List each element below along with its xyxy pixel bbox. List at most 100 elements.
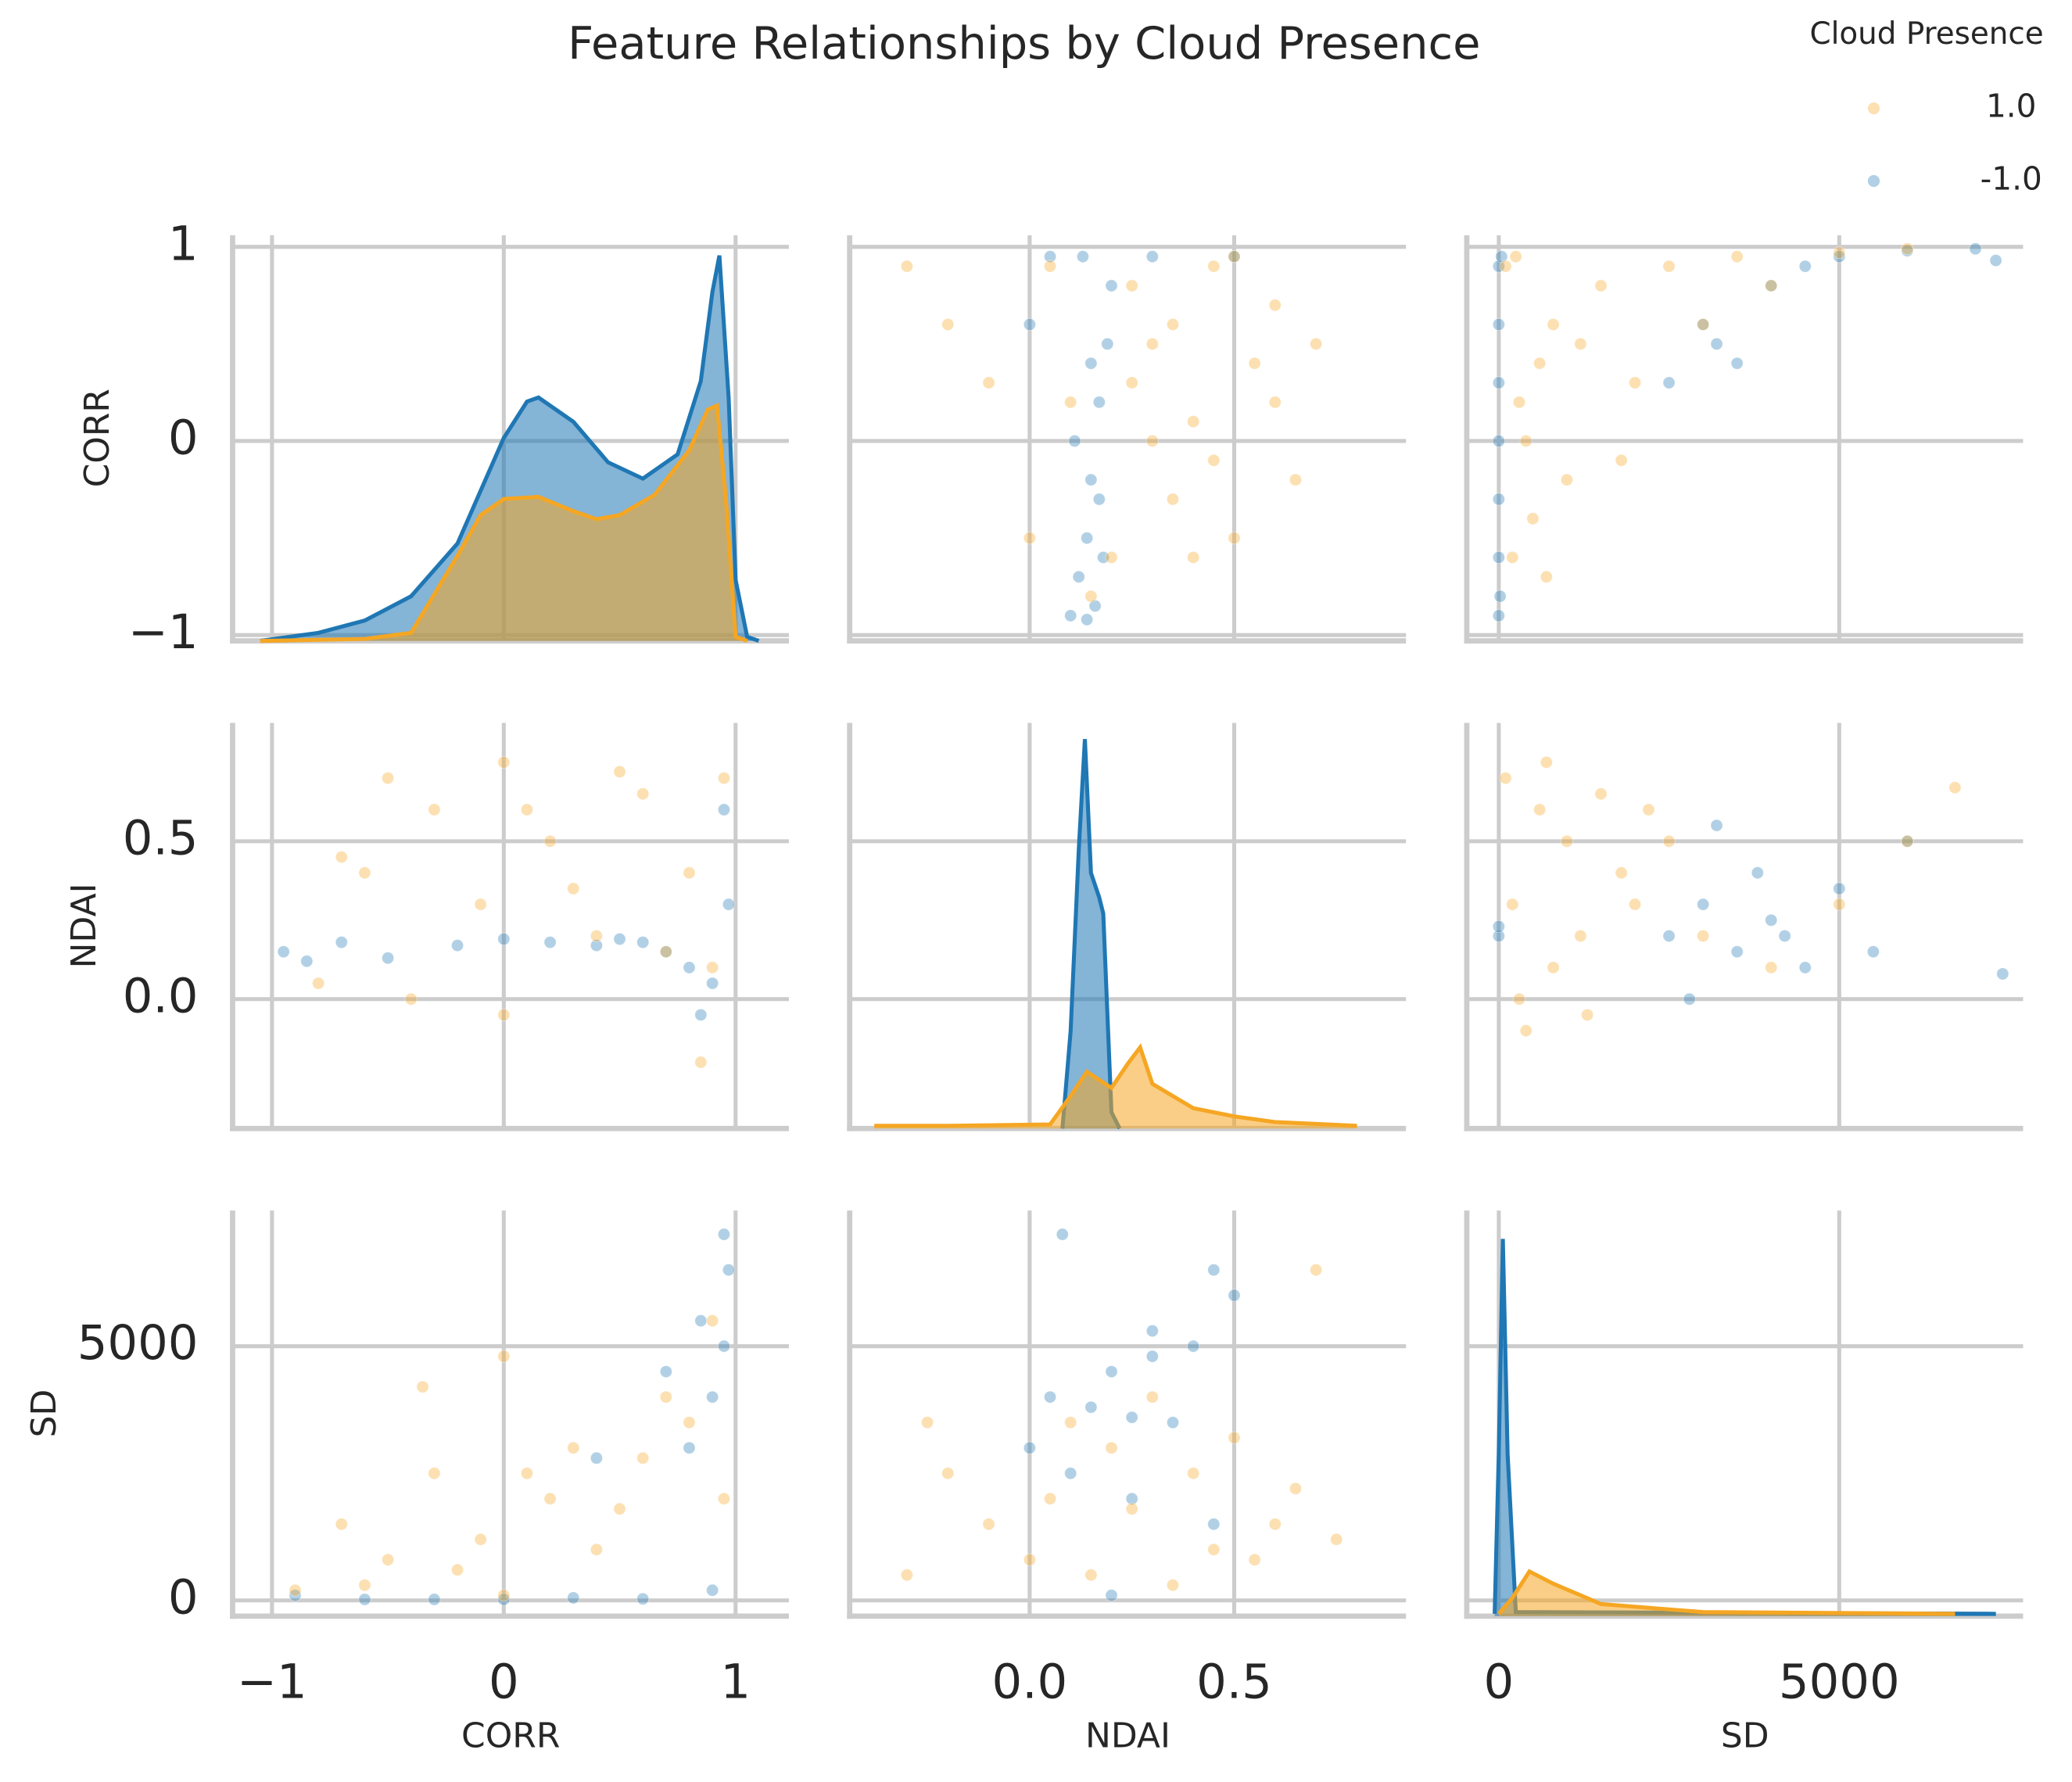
scatter-point <box>1248 1553 1261 1566</box>
scatter-point <box>1187 550 1200 565</box>
scatter-point <box>567 1591 580 1605</box>
scatter-point <box>1023 1441 1037 1454</box>
scatter-point <box>1642 803 1655 816</box>
scatter-point <box>1512 396 1526 409</box>
scatter-point <box>683 1441 696 1454</box>
scatter-point <box>474 898 487 911</box>
scatter-point <box>1207 1264 1221 1277</box>
scatter-point <box>1730 250 1744 264</box>
scatter-point <box>1072 570 1085 583</box>
scatter-point <box>1023 531 1037 545</box>
scatter-point <box>683 866 696 880</box>
scatter-point <box>1043 250 1057 264</box>
scatter-point <box>613 932 626 946</box>
scatter-point <box>1662 834 1676 848</box>
scatter-point <box>1492 550 1505 565</box>
y-tick-label: 0 <box>168 411 199 466</box>
scatter-point <box>694 1314 708 1328</box>
scatter-point <box>1268 299 1282 312</box>
scatter-point <box>1125 376 1138 389</box>
x-tick-label: 0.5 <box>1196 1655 1272 1709</box>
scatter-point <box>717 771 731 785</box>
scatter-point <box>1092 396 1106 409</box>
scatter-point <box>1492 493 1505 506</box>
scatter-point <box>1187 1339 1200 1353</box>
scatter-point <box>1574 929 1587 943</box>
scatter-point <box>722 1264 735 1277</box>
chart-title: Feature Relationships by Cloud Presence <box>568 17 1480 70</box>
scatter-point <box>1833 882 1846 895</box>
scatter-point <box>1207 1543 1221 1556</box>
scatter-point <box>1492 929 1505 943</box>
scatter-point <box>1492 920 1505 933</box>
kde-line <box>260 402 748 644</box>
scatter-point <box>312 977 325 990</box>
scatter-point <box>543 834 557 848</box>
scatter-point <box>474 1533 487 1546</box>
scatter-point <box>706 961 719 974</box>
scatter-point <box>1697 317 1710 332</box>
scatter-point <box>1166 1416 1180 1429</box>
legend-marker <box>1867 174 1880 188</box>
scatter-point <box>1765 279 1778 292</box>
scatter-point <box>1506 898 1519 911</box>
scatter-point <box>1540 755 1553 769</box>
scatter-point <box>289 1583 302 1597</box>
x-tick-label: 0.0 <box>992 1655 1068 1709</box>
scatter-point <box>1866 945 1880 959</box>
legend-marker <box>1867 102 1880 115</box>
scatter-point <box>567 882 580 895</box>
scatter-point <box>717 1339 731 1353</box>
scatter-point <box>1560 473 1574 486</box>
scatter-point <box>1064 396 1077 409</box>
scatter-point <box>1289 473 1303 486</box>
scatter-point <box>1289 1482 1303 1495</box>
scatter-point <box>450 1563 464 1576</box>
scatter-point <box>1495 250 1508 264</box>
scatter-point <box>636 935 650 949</box>
scatter-point <box>1309 337 1323 350</box>
scatter-point <box>900 260 914 273</box>
scatter-point <box>497 1350 511 1363</box>
scatter-point <box>982 376 995 389</box>
x-axis-label: CORR <box>461 1716 560 1755</box>
scatter-point <box>1068 434 1081 448</box>
scatter-point <box>1662 376 1676 389</box>
scatter-point <box>1125 1502 1138 1515</box>
scatter-point <box>1493 590 1507 603</box>
y-axis-label: NDAI <box>64 883 104 968</box>
scatter-point <box>1268 1518 1282 1531</box>
scatter-point <box>1125 279 1138 292</box>
scatter-point <box>613 765 626 779</box>
scatter-point <box>1023 317 1037 332</box>
scatter-point <box>289 1589 302 1602</box>
scatter-point <box>1533 357 1547 370</box>
scatter-point <box>1948 781 1962 794</box>
scatter-point <box>1125 1411 1138 1424</box>
panel-marks <box>1492 755 2009 1038</box>
scatter-point <box>1081 531 1094 545</box>
scatter-point <box>1594 279 1608 292</box>
y-tick-label: −1 <box>128 605 199 660</box>
scatter-point <box>1996 967 2009 981</box>
kde-area <box>1498 1571 1955 1616</box>
scatter-point <box>1101 337 1114 350</box>
scatter-point <box>428 1593 441 1606</box>
scatter-point <box>1092 493 1106 506</box>
y-tick-label: 0.0 <box>123 969 199 1024</box>
scatter-point <box>358 1579 371 1592</box>
scatter-point <box>1166 493 1180 506</box>
scatter-point <box>1901 244 1914 257</box>
scatter-point <box>497 1589 511 1602</box>
scatter-point <box>1509 250 1522 264</box>
scatter-point <box>1547 317 1560 332</box>
scatter-point <box>1125 1492 1138 1505</box>
scatter-point <box>1512 992 1526 1006</box>
kde-area <box>1494 1239 1996 1616</box>
x-tick-label: 1 <box>720 1655 751 1709</box>
scatter-point <box>1105 550 1118 565</box>
y-tick-label: 5000 <box>77 1316 199 1371</box>
scatter-point <box>683 961 696 974</box>
kde-line <box>1493 1239 1996 1616</box>
scatter-point <box>1187 1467 1200 1480</box>
